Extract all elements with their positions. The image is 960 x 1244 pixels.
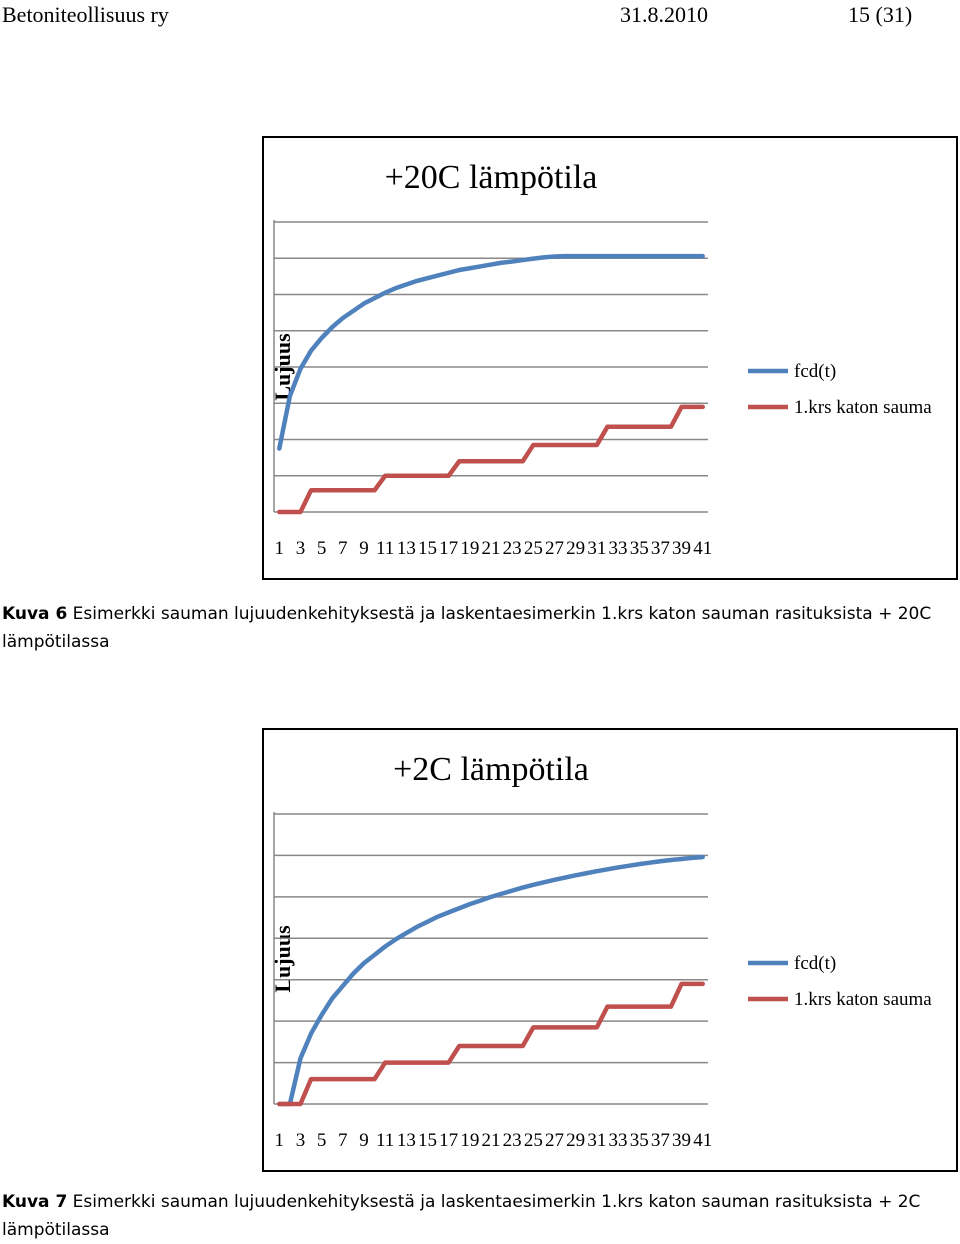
x-tick-label: 29 <box>566 1130 585 1151</box>
x-tick-label: 33 <box>609 538 628 559</box>
chart-title: +2C lämpötila <box>393 751 589 788</box>
x-tick-label: 41 <box>693 538 712 559</box>
x-tick-label: 17 <box>439 1130 458 1151</box>
x-tick-label: 19 <box>460 538 479 559</box>
x-tick-label: 23 <box>503 1130 522 1151</box>
x-tick-label: 39 <box>672 538 691 559</box>
x-tick-label: 9 <box>359 1130 369 1151</box>
header-organization: Betoniteollisuus ry <box>2 2 169 28</box>
legend-label: fcd(t) <box>794 953 836 974</box>
legend-label: 1.krs katon sauma <box>794 989 932 1010</box>
caption-text: Esimerkki sauman lujuudenkehityksestä ja… <box>2 604 931 652</box>
x-tick-label: 37 <box>651 538 670 559</box>
series-line-sauma <box>279 984 702 1104</box>
x-tick-label: 1 <box>275 1130 285 1151</box>
x-tick-label: 11 <box>376 538 394 559</box>
legend-label: fcd(t) <box>794 361 836 382</box>
caption-kuva-6: Kuva 6 Esimerkki sauman lujuudenkehityks… <box>2 600 952 656</box>
x-tick-label: 7 <box>338 538 348 559</box>
x-tick-label: 23 <box>503 538 522 559</box>
x-tick-label: 3 <box>296 1130 306 1151</box>
x-tick-label: 27 <box>545 538 564 559</box>
x-tick-label: 37 <box>651 1130 670 1151</box>
chart-frame-2c: +2C lämpötilaLujuus0,02,04,06,08,010,012… <box>262 728 958 1172</box>
caption-text: Esimerkki sauman lujuudenkehityksestä ja… <box>2 1192 920 1240</box>
x-tick-label: 5 <box>317 1130 327 1151</box>
x-tick-label: 31 <box>587 538 606 559</box>
x-tick-label: 3 <box>296 538 306 559</box>
x-tick-label: 25 <box>524 538 543 559</box>
x-tick-label: 15 <box>418 538 437 559</box>
x-tick-label: 35 <box>630 1130 649 1151</box>
x-tick-label: 11 <box>376 1130 394 1151</box>
x-tick-label: 5 <box>317 538 327 559</box>
x-tick-label: 27 <box>545 1130 564 1151</box>
caption-label: Kuva 6 <box>2 604 67 624</box>
x-tick-label: 39 <box>672 1130 691 1151</box>
x-tick-label: 13 <box>397 1130 416 1151</box>
chart-2c: +2C lämpötilaLujuus0,02,04,06,08,010,012… <box>264 730 956 1170</box>
x-tick-label: 25 <box>524 1130 543 1151</box>
chart-title: +20C lämpötila <box>385 159 598 196</box>
chart-20c: +20C lämpötilaLujuus0,02,04,06,08,010,01… <box>264 138 956 578</box>
series-line-fcd <box>279 857 702 1104</box>
x-tick-label: 9 <box>359 538 369 559</box>
series-line-sauma <box>279 407 702 512</box>
x-tick-label: 19 <box>460 1130 479 1151</box>
header-page-number: 15 (31) <box>848 2 912 28</box>
caption-label: Kuva 7 <box>2 1192 67 1212</box>
x-tick-label: 33 <box>609 1130 628 1151</box>
x-tick-label: 13 <box>397 538 416 559</box>
x-tick-label: 41 <box>693 1130 712 1151</box>
x-tick-label: 7 <box>338 1130 348 1151</box>
x-tick-label: 17 <box>439 538 458 559</box>
x-tick-label: 15 <box>418 1130 437 1151</box>
x-tick-label: 21 <box>482 538 501 559</box>
header-date: 31.8.2010 <box>620 2 708 28</box>
chart-frame-20c: +20C lämpötilaLujuus0,02,04,06,08,010,01… <box>262 136 958 580</box>
series-line-fcd <box>279 256 702 448</box>
x-tick-label: 1 <box>275 538 285 559</box>
x-tick-label: 31 <box>587 1130 606 1151</box>
x-tick-label: 29 <box>566 538 585 559</box>
legend-label: 1.krs katon sauma <box>794 397 932 418</box>
x-tick-label: 21 <box>482 1130 501 1151</box>
caption-kuva-7: Kuva 7 Esimerkki sauman lujuudenkehityks… <box>2 1188 952 1244</box>
x-tick-label: 35 <box>630 538 649 559</box>
page-header: Betoniteollisuus ry 31.8.2010 15 (31) <box>0 0 960 34</box>
